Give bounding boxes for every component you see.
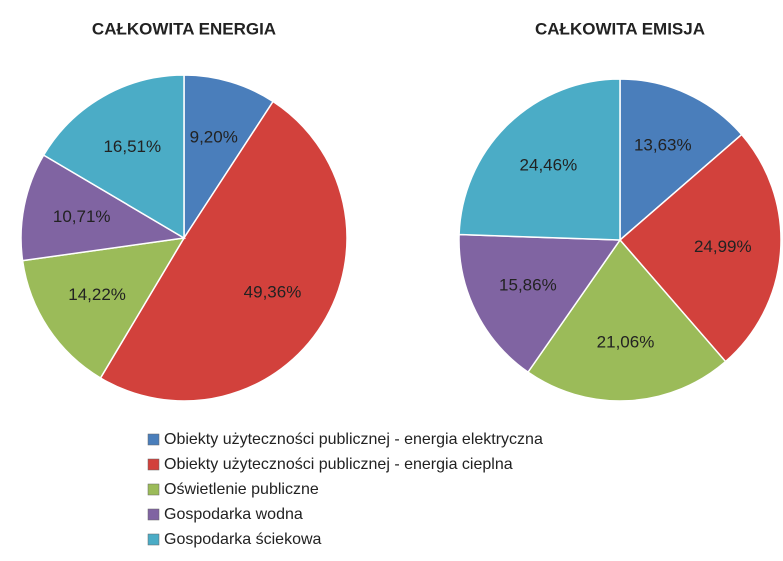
- data-label: 13,63%: [634, 136, 692, 155]
- data-label: 15,86%: [499, 276, 557, 295]
- chart-title: CAŁKOWITA ENERGIA: [92, 19, 276, 38]
- pie-slice: [20, 154, 187, 262]
- pie-slice: [458, 78, 621, 241]
- pie-slice: [21, 237, 186, 380]
- pie-slice: [458, 233, 622, 374]
- legend-label: Obiekty użyteczności publicznej - energi…: [164, 431, 543, 448]
- data-label: 16,51%: [103, 137, 161, 156]
- legend-swatch: [147, 483, 160, 496]
- pie-slice: [618, 133, 782, 363]
- pie-slice: [99, 100, 348, 402]
- data-label: 14,22%: [68, 285, 126, 304]
- data-label: 49,36%: [244, 283, 302, 302]
- legend-label: Gospodarka ściekowa: [164, 531, 322, 548]
- legend-label: Obiekty użyteczności publicznej - energi…: [164, 456, 513, 473]
- legend-label: Oświetlenie publiczne: [164, 481, 319, 498]
- legend-swatch: [147, 458, 160, 471]
- pie-slice: [183, 74, 275, 241]
- data-label: 9,20%: [190, 127, 238, 146]
- chart-title: CAŁKOWITA EMISJA: [535, 19, 705, 38]
- pie-slice: [619, 78, 743, 242]
- legend-label: Gospodarka wodna: [164, 506, 303, 523]
- data-label: 24,46%: [520, 155, 578, 174]
- legend-swatch: [147, 508, 160, 521]
- data-label: 10,71%: [53, 207, 111, 226]
- pie-slice: [526, 238, 727, 402]
- legend-swatch: [147, 533, 160, 546]
- data-label: 24,99%: [694, 237, 752, 256]
- data-label: 21,06%: [597, 332, 655, 351]
- legend-swatch: [147, 433, 160, 446]
- pie-slice: [42, 74, 185, 240]
